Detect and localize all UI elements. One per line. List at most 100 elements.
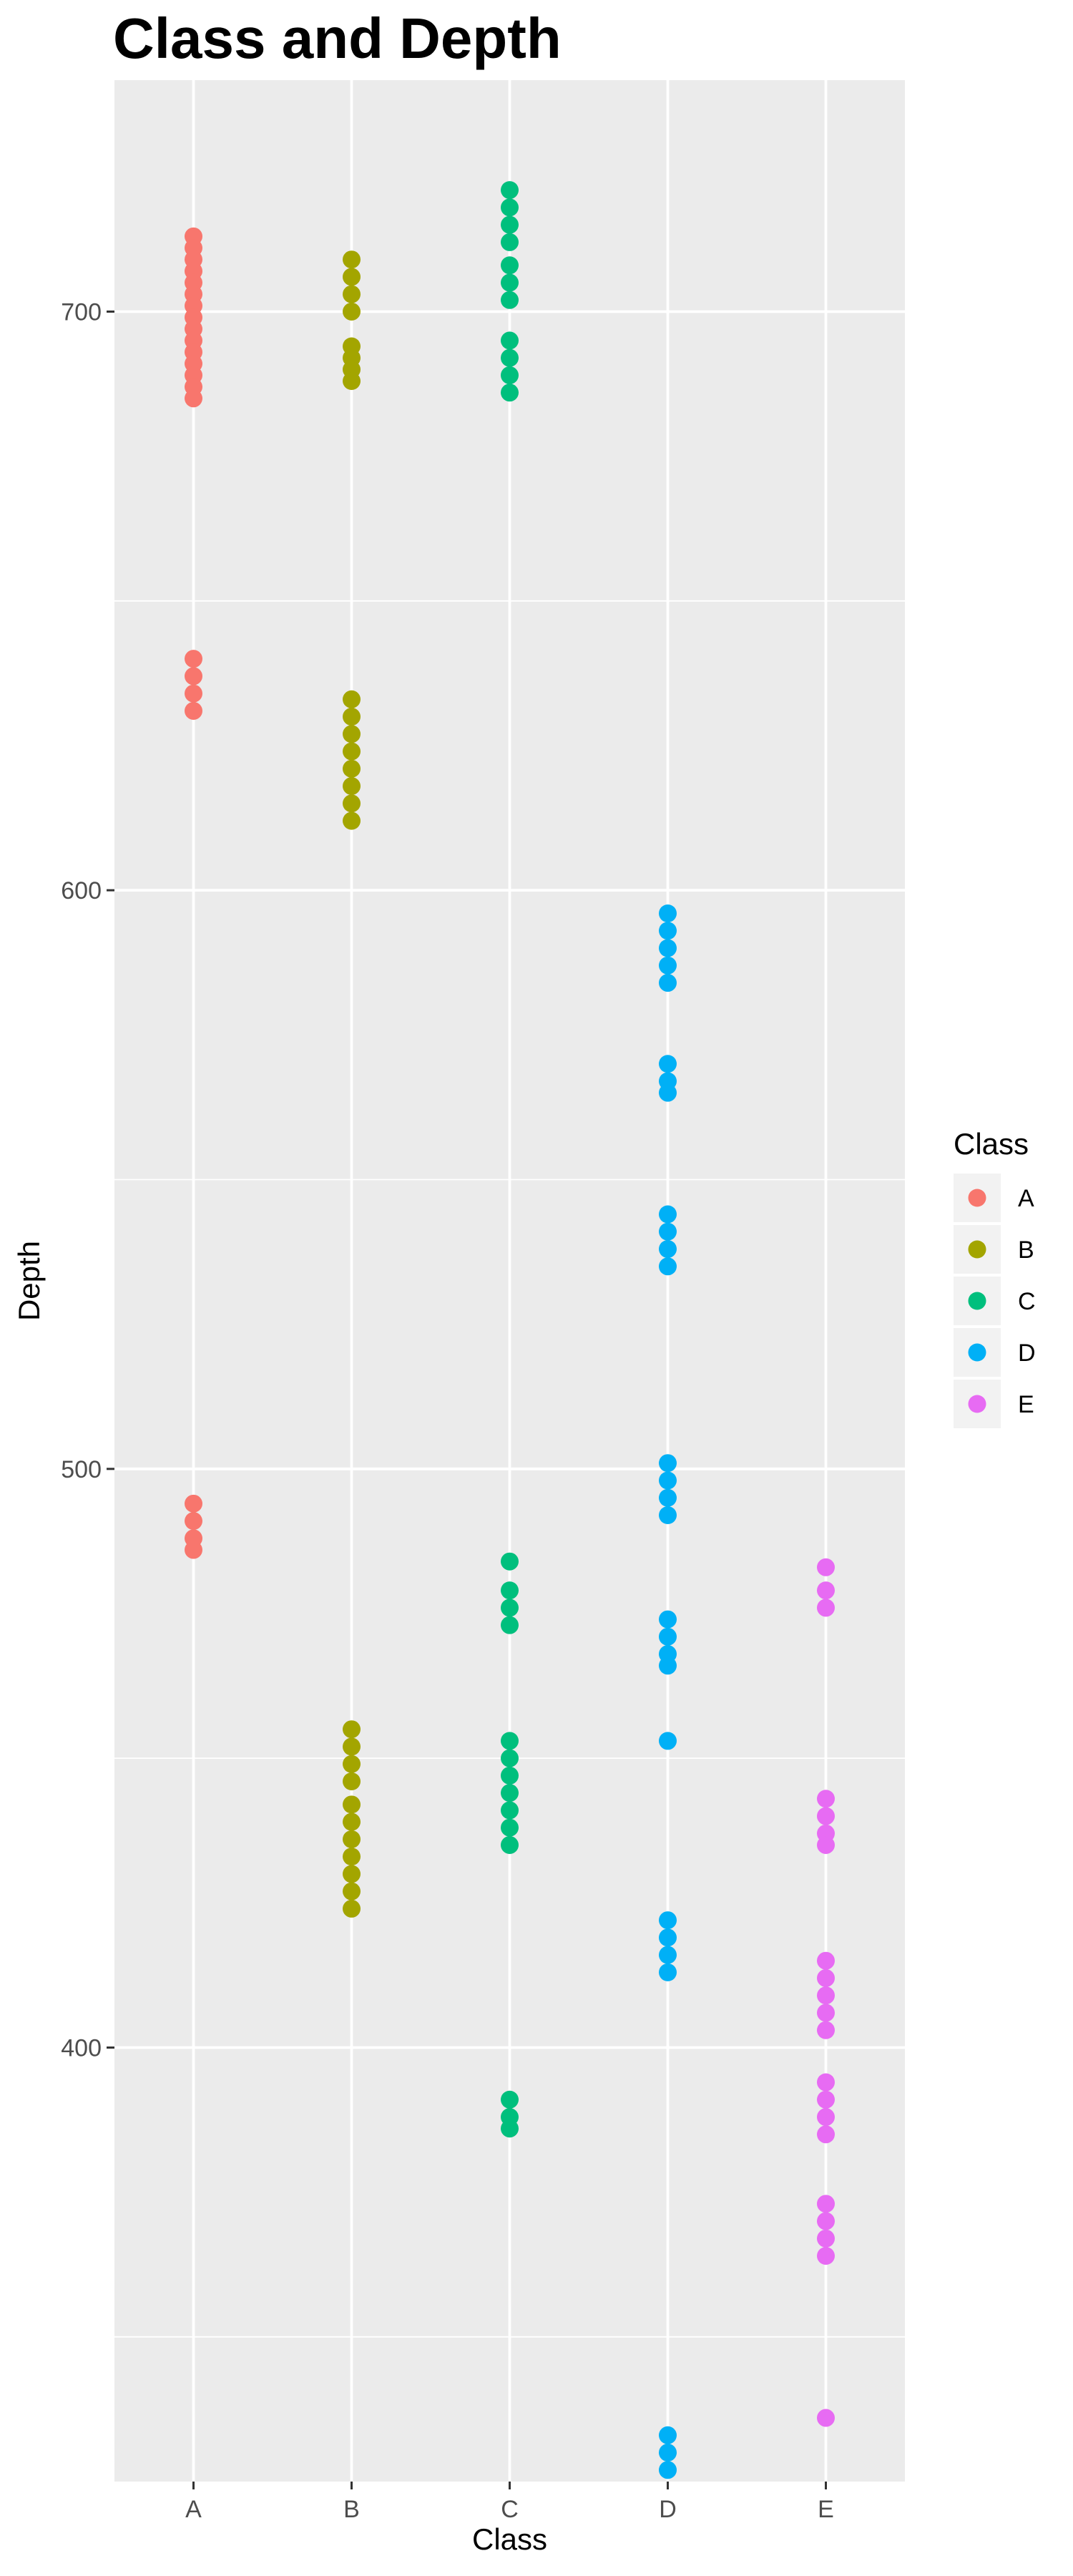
data-point-c — [501, 181, 519, 200]
data-point-b — [343, 1772, 361, 1791]
data-point-e — [817, 2212, 835, 2230]
data-point-c — [501, 233, 519, 251]
data-point-e — [817, 2409, 835, 2427]
x-tick-label: A — [185, 2496, 202, 2523]
data-point-a — [185, 667, 202, 686]
data-point-e — [817, 2247, 835, 2265]
data-point-d — [659, 939, 677, 957]
data-point-c — [501, 1784, 519, 1802]
data-point-d — [659, 1657, 677, 1675]
data-point-e — [817, 2004, 835, 2022]
data-point-b — [343, 1737, 361, 1756]
data-point-e — [817, 2125, 835, 2144]
data-point-c — [501, 331, 519, 350]
data-point-b — [343, 759, 361, 778]
legend-swatch-c — [968, 1292, 986, 1310]
data-point-b — [343, 690, 361, 708]
data-point-b — [343, 1830, 361, 1848]
x-tick-label: E — [818, 2496, 834, 2523]
data-point-c — [501, 366, 519, 384]
data-point-e — [817, 2108, 835, 2127]
data-point-b — [343, 372, 361, 391]
data-point-d — [659, 1488, 677, 1507]
x-axis-title: Class — [472, 2522, 547, 2556]
data-point-c — [501, 1616, 519, 1634]
data-point-d — [659, 2426, 677, 2444]
data-point-b — [343, 302, 361, 321]
x-tick-label: D — [659, 2496, 677, 2523]
data-point-e — [817, 2021, 835, 2039]
data-point-c — [501, 1818, 519, 1837]
legend-label: C — [1018, 1288, 1036, 1315]
data-point-d — [659, 1257, 677, 1276]
legend-title: Class — [954, 1127, 1029, 1161]
data-point-c — [501, 348, 519, 367]
data-point-b — [343, 1720, 361, 1739]
data-point-c — [501, 1599, 519, 1617]
y-tick-label: 400 — [61, 2034, 102, 2062]
data-point-b — [343, 742, 361, 761]
data-point-a — [185, 1494, 202, 1513]
data-point-c — [501, 1766, 519, 1785]
data-point-e — [817, 1558, 835, 1576]
data-point-c — [501, 1581, 519, 1600]
data-point-e — [817, 1599, 835, 1617]
data-point-e — [817, 2073, 835, 2092]
data-point-d — [659, 2444, 677, 2462]
data-point-d — [659, 1240, 677, 1259]
legend-swatch-b — [968, 1240, 986, 1259]
data-point-c — [501, 256, 519, 275]
data-point-d — [659, 1732, 677, 1750]
data-point-c — [501, 1732, 519, 1750]
data-point-e — [817, 2229, 835, 2248]
data-point-b — [343, 811, 361, 830]
data-point-b — [343, 268, 361, 286]
data-point-b — [343, 1795, 361, 1814]
data-point-b — [343, 1848, 361, 1866]
data-point-b — [343, 725, 361, 743]
data-point-e — [817, 1581, 835, 1600]
data-point-c — [501, 215, 519, 234]
data-point-b — [343, 1865, 361, 1883]
data-point-b — [343, 1882, 361, 1901]
data-point-d — [659, 922, 677, 940]
data-point-d — [659, 1205, 677, 1224]
data-point-d — [659, 904, 677, 922]
data-point-a — [185, 1541, 202, 1559]
legend-label: B — [1018, 1236, 1034, 1264]
data-point-e — [817, 1951, 835, 1970]
data-point-e — [817, 1835, 835, 1854]
data-point-e — [817, 1968, 835, 1987]
data-point-d — [659, 1963, 677, 1981]
data-point-c — [501, 2119, 519, 2138]
legend-swatch-e — [968, 1395, 986, 1413]
data-point-a — [185, 650, 202, 668]
data-point-e — [817, 2195, 835, 2213]
data-point-c — [501, 1749, 519, 1767]
data-point-d — [659, 1471, 677, 1490]
y-axis-title: Depth — [12, 1241, 46, 1321]
data-point-e — [817, 1807, 835, 1825]
data-point-d — [659, 1222, 677, 1241]
legend-swatch-d — [968, 1343, 986, 1362]
data-point-b — [343, 777, 361, 796]
data-point-b — [343, 708, 361, 726]
data-point-d — [659, 1454, 677, 1473]
data-point-c — [501, 291, 519, 309]
y-tick-label: 500 — [61, 1456, 102, 1483]
data-point-a — [185, 1512, 202, 1531]
legend-label: E — [1018, 1391, 1034, 1418]
chart-title: Class and Depth — [113, 6, 562, 70]
data-point-b — [343, 1813, 361, 1831]
data-point-b — [343, 1755, 361, 1773]
data-point-d — [659, 1055, 677, 1073]
data-point-e — [817, 1986, 835, 2005]
data-point-b — [343, 250, 361, 269]
x-tick-label: B — [343, 2496, 360, 2523]
data-point-b — [343, 794, 361, 813]
data-point-b — [343, 285, 361, 303]
data-point-c — [501, 198, 519, 217]
data-point-d — [659, 1627, 677, 1646]
data-point-c — [501, 1835, 519, 1854]
x-tick-label: C — [501, 2496, 519, 2523]
